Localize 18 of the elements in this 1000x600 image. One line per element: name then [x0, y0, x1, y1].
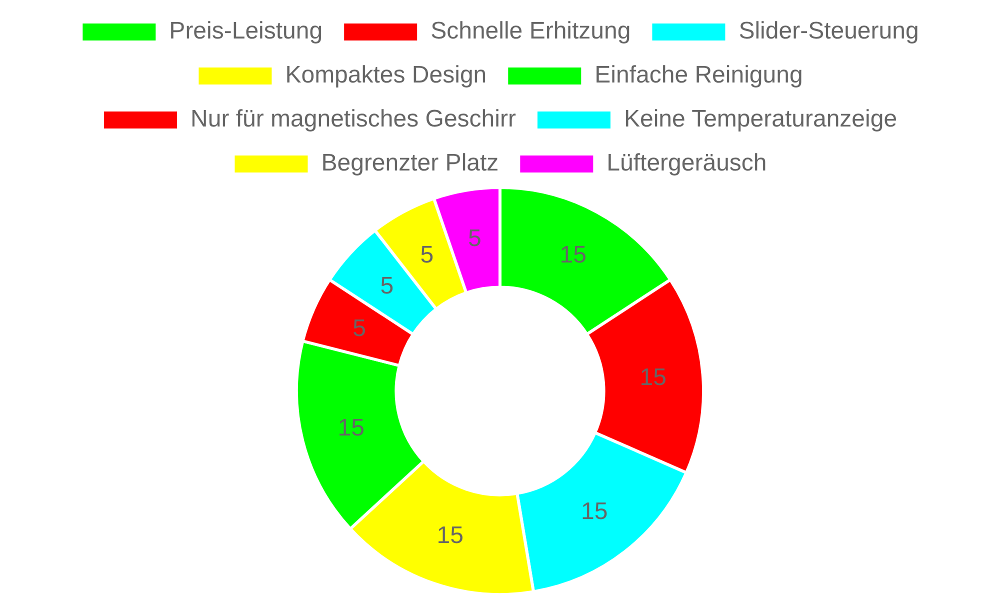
legend-label: Slider-Steuerung [738, 18, 919, 45]
legend-label: Schnelle Erhitzung [430, 18, 631, 45]
data-label: 15 [640, 364, 666, 391]
data-label: 5 [420, 242, 434, 268]
legend-label: Kompaktes Design [285, 62, 487, 89]
legend-label: Keine Temperaturanzeige [624, 106, 898, 133]
data-label: 15 [436, 522, 464, 549]
data-label: 5 [352, 314, 366, 342]
data-label: 15 [581, 498, 608, 525]
legend-label: Begrenzter Platz [321, 150, 499, 177]
data-label: 15 [338, 414, 364, 442]
legend-label: Lüftergeräusch [606, 150, 767, 177]
legend-label: Preis-Leistung [169, 18, 323, 45]
legend-label: Nur für magnetisches Geschirr [190, 106, 516, 133]
legend-label: Einfache Reinigung [594, 62, 803, 89]
data-label: 5 [380, 272, 394, 300]
data-label: 5 [468, 225, 482, 252]
data-label: 15 [560, 242, 586, 268]
